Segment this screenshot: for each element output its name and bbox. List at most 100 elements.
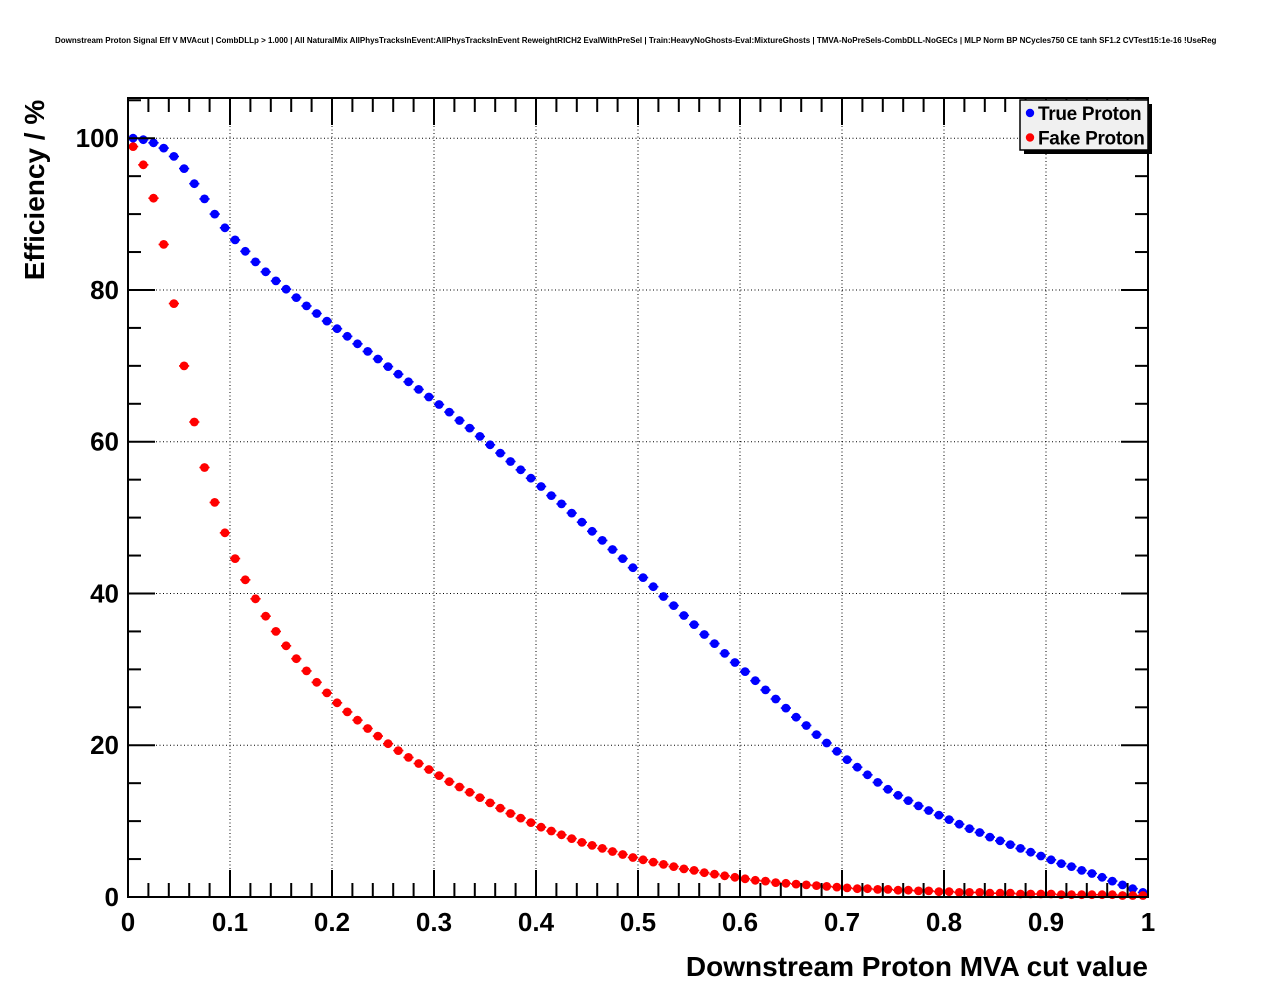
data-point [812,730,821,739]
data-point [240,246,250,256]
svg-text:0.2: 0.2 [314,907,350,937]
data-point [669,862,679,871]
svg-text:60: 60 [90,427,119,457]
data-point [179,361,189,371]
data-point [832,882,842,892]
data-point [169,152,179,161]
data-point [536,822,546,832]
data-point [934,887,944,897]
data-point [597,844,607,853]
data-point [1016,844,1025,853]
data-point [995,836,1005,846]
data-point [975,888,985,897]
data-point [404,753,413,762]
legend-label: Fake Proton [1038,129,1145,150]
data-point [954,819,964,829]
data-point [914,801,923,811]
data-point [434,771,444,780]
x-tick-labels: 0 0.1 0.2 0.3 0.4 0.5 0.6 0.7 0.8 0.9 1 [121,907,1155,937]
svg-text:1: 1 [1141,907,1155,937]
data-point [934,810,944,820]
data-point [189,417,199,427]
data-point [1056,859,1066,868]
data-point [965,888,974,897]
data-point [210,209,220,219]
data-point [863,884,872,894]
data-point [393,369,403,379]
data-point [322,316,332,326]
data-point [485,440,495,450]
data-point [965,824,974,834]
data-point [587,841,597,850]
data-point [1077,866,1087,875]
data-point [383,362,393,371]
data-point [648,582,658,592]
data-point [189,179,199,189]
data-point [577,517,587,527]
data-point [995,888,1005,898]
data-point [679,864,689,874]
data-point [689,620,699,629]
data-point [495,803,505,813]
data-point [944,887,954,897]
data-point [659,592,668,601]
data-point [210,498,220,507]
data-point [302,301,311,311]
data-point [251,257,260,267]
data-point [424,392,434,402]
data-point [730,658,740,667]
svg-text:0.5: 0.5 [620,907,656,937]
data-point [536,482,546,491]
data-point [230,554,240,563]
data-point [842,883,852,893]
data-point [618,554,628,563]
data-point [200,463,209,472]
data-point [240,575,250,585]
data-point [638,855,648,865]
data-point [526,473,536,483]
data-point [761,876,770,886]
data-point [414,385,424,394]
y-axis-title: Efficiency / % [19,100,50,281]
axis-ticks [127,98,1149,898]
data-point [179,164,189,174]
data-point [1036,851,1046,861]
gridlines [128,98,1148,897]
svg-text:0.7: 0.7 [824,907,860,937]
svg-text:0.4: 0.4 [518,907,555,937]
data-point [1005,840,1015,849]
data-point [1005,888,1015,898]
data-point [444,407,454,417]
data-point [852,762,862,772]
data-point [689,866,699,875]
data-point [1067,862,1076,871]
legend-label: True Proton [1038,104,1141,125]
data-point [383,739,393,749]
svg-text:80: 80 [90,275,119,305]
data-point [740,874,750,884]
data-point [332,698,342,708]
data-point [353,715,362,725]
data-point [710,639,719,648]
data-point [557,499,566,509]
data-point [291,293,301,302]
data-point [159,240,169,249]
data-point [312,677,322,687]
svg-text:20: 20 [90,730,119,760]
series-fake-proton [128,142,1148,900]
data-point [608,847,617,856]
data-point [138,135,148,145]
data-point [546,491,556,500]
data-point [506,809,515,818]
data-point [404,377,413,387]
data-point [1107,876,1117,886]
data-point [587,526,597,536]
data-point [924,886,934,896]
data-point [618,850,628,859]
data-point [342,331,352,341]
data-point [852,884,862,894]
data-point [281,641,291,651]
svg-text:40: 40 [90,579,119,609]
data-point [771,694,781,704]
data-point [873,885,883,894]
